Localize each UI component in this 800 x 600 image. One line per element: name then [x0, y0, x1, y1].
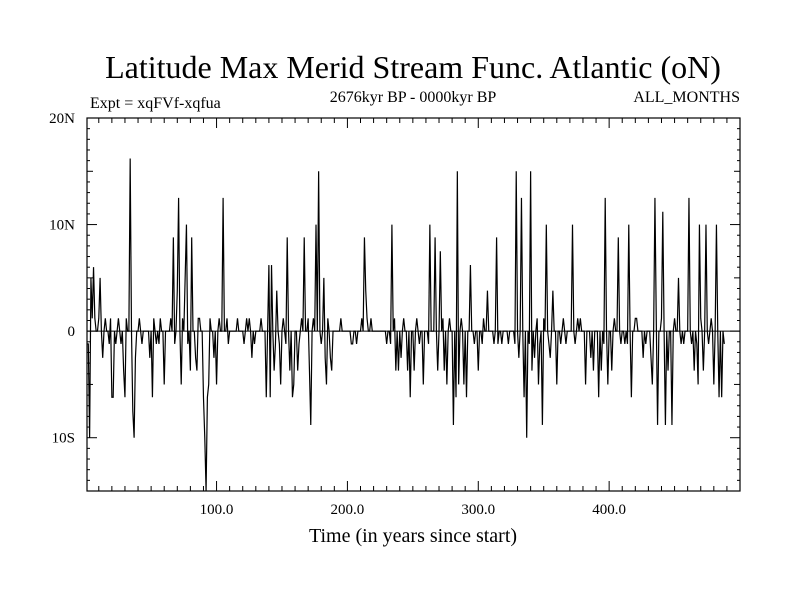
time-range-label: 2676kyr BP - 0000kyr BP: [330, 89, 497, 106]
experiment-label: Expt = xqFVf-xqfua: [90, 95, 221, 112]
y-tick-label: 20N: [49, 111, 75, 127]
x-tick-label: 100.0: [200, 502, 234, 518]
x-axis-label: Time (in years since start): [309, 525, 517, 547]
chart-title: Latitude Max Merid Stream Func. Atlantic…: [105, 49, 721, 85]
x-tick-label: 300.0: [461, 502, 495, 518]
plot-frame: [86, 117, 741, 492]
y-tick-label: 0: [68, 324, 76, 340]
y-tick-label: 10S: [52, 431, 75, 447]
series-line: [87, 158, 725, 492]
x-tick-label: 400.0: [592, 502, 626, 518]
months-label: ALL_MONTHS: [633, 89, 740, 106]
y-tick-label: 10N: [49, 218, 75, 234]
x-axis-ticks: 100.0 200.0 300.0 400.0: [98, 118, 741, 518]
x-tick-label: 200.0: [331, 502, 365, 518]
